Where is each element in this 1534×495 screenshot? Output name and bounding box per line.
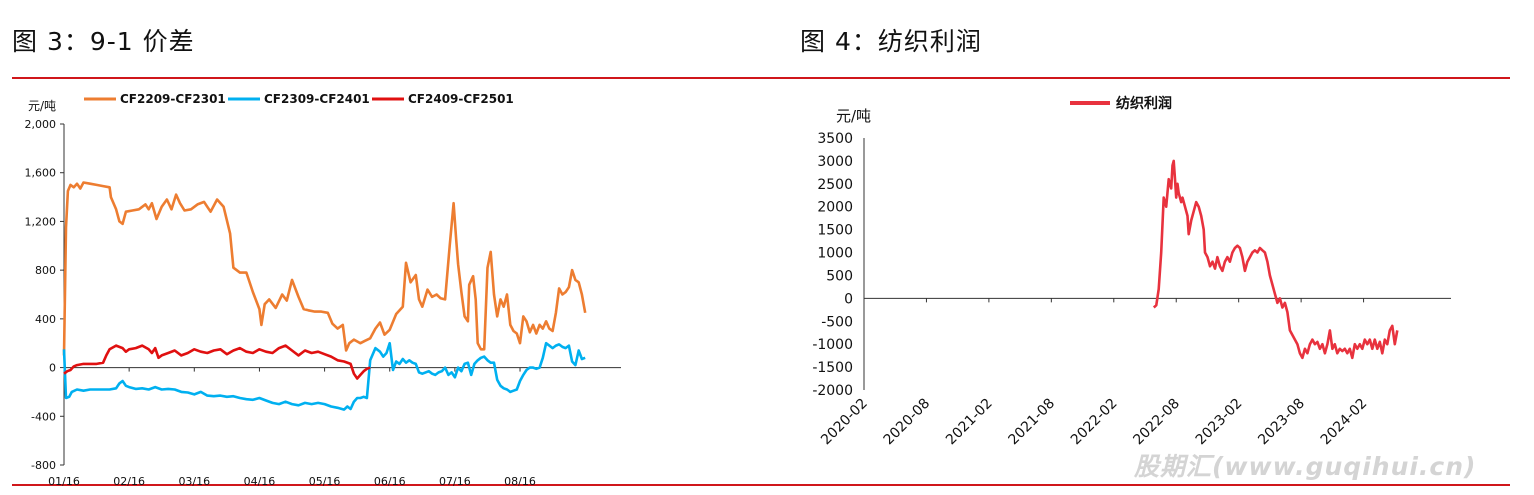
legend-label-CF2209-CF2301: CF2209-CF2301: [120, 92, 226, 106]
top-divider: [12, 77, 1510, 79]
y-tick-label: 3000: [817, 154, 853, 170]
series-line-textile-profit: [1152, 159, 1399, 360]
y-tick-label: 2,000: [25, 118, 57, 131]
y-tick-label: -1000: [812, 337, 853, 353]
y-tick-label: 1500: [817, 223, 853, 239]
x-tick-label: 2023-02: [1193, 396, 1246, 449]
x-tick-label: 02/16: [113, 475, 145, 488]
series-line-CF2409-CF2501: [63, 344, 371, 380]
spread-chart: 元/吨 2,000 1,600 1,200 800 400 0 -400 -800 01/16 02…: [25, 92, 621, 488]
x-tick-label: 2020-08: [881, 396, 934, 449]
x-tick-label: 08/16: [504, 475, 536, 488]
y-tick-label: 1,200: [25, 215, 57, 228]
y-tick-label: 500: [826, 268, 853, 284]
x-tick-label: 2022-08: [1130, 396, 1183, 449]
x-tick-label: 2021-08: [1005, 396, 1058, 449]
y-tick-label: 2500: [817, 177, 853, 193]
y-tick-label: 0: [844, 291, 853, 307]
x-tick-label: 07/16: [439, 475, 471, 488]
y-tick-label: 1,600: [25, 167, 57, 180]
y-tick-label: -2000: [812, 383, 853, 399]
figure-title-right: 图 4：纺织利润: [800, 27, 982, 56]
x-tick-label: 2024-02: [1318, 396, 1371, 449]
y-tick-label: 800: [35, 264, 56, 277]
y-tick-label: 0: [49, 362, 56, 375]
x-tick-label: 06/16: [374, 475, 406, 488]
legend-label-textile-profit: 纺织利润: [1116, 95, 1172, 112]
y-tick-label: 3500: [817, 131, 853, 147]
x-tick-label: 05/16: [309, 475, 341, 488]
series-line-CF2209-CF2301: [62, 181, 587, 356]
x-tick-label: 2022-02: [1068, 396, 1121, 449]
y-tick-label: 1000: [817, 246, 853, 262]
y-tick-label: -800: [31, 459, 56, 472]
x-tick-label: 2020-02: [818, 396, 871, 449]
y-tick-label: 2000: [817, 200, 853, 216]
y-tick-label: -500: [821, 314, 853, 330]
x-tick-label: 2023-08: [1255, 396, 1308, 449]
figure-title-left: 图 3：9-1 价差: [12, 27, 195, 56]
x-tick-label: 01/16: [48, 475, 80, 488]
x-tick-label: 03/16: [178, 475, 210, 488]
y-unit-label: 元/吨: [28, 99, 56, 113]
watermark: 股期汇(www.guqihui.cn): [1134, 452, 1477, 481]
y-unit-label: 元/吨: [836, 107, 871, 125]
x-tick-label: 04/16: [244, 475, 276, 488]
y-tick-label: -1500: [812, 360, 853, 376]
legend-label-CF2409-CF2501: CF2409-CF2501: [408, 92, 514, 106]
series-line-CF2309-CF2401: [62, 341, 586, 411]
x-tick-label: 2021-02: [943, 396, 996, 449]
bottom-divider: [12, 484, 1510, 486]
y-tick-label: -400: [31, 410, 56, 423]
y-tick-label: 400: [35, 313, 56, 326]
legend-label-CF2309-CF2401: CF2309-CF2401: [264, 92, 370, 106]
